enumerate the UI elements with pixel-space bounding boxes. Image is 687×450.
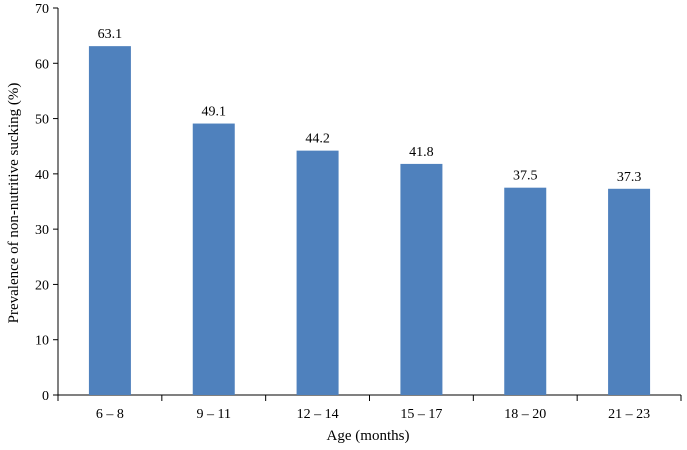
y-tick-label: 40 bbox=[35, 168, 49, 183]
x-axis-title: Age (months) bbox=[327, 428, 410, 444]
data-label: 37.3 bbox=[617, 170, 642, 185]
data-label: 41.8 bbox=[409, 145, 434, 160]
data-label: 63.1 bbox=[98, 27, 123, 42]
y-tick-label: 20 bbox=[35, 278, 49, 293]
x-tick-label: 18 – 20 bbox=[504, 407, 546, 422]
bar bbox=[296, 150, 339, 395]
x-tick-label: 9 – 11 bbox=[197, 407, 231, 422]
y-tick-label: 10 bbox=[35, 334, 49, 349]
data-label: 49.1 bbox=[202, 105, 227, 120]
y-tick-label: 50 bbox=[35, 113, 49, 128]
x-tick-label: 15 – 17 bbox=[400, 407, 442, 422]
y-axis-title: Prevalence of non-nutritive sucking (%) bbox=[6, 83, 22, 324]
bar bbox=[608, 188, 651, 395]
x-tick-label: 21 – 23 bbox=[608, 407, 650, 422]
y-tick-label: 70 bbox=[35, 2, 49, 17]
y-tick-label: 0 bbox=[42, 389, 49, 404]
bar bbox=[88, 46, 131, 395]
data-label: 37.5 bbox=[513, 169, 538, 184]
bar bbox=[400, 163, 443, 395]
bar bbox=[504, 187, 547, 395]
x-tick-label: 12 – 14 bbox=[297, 407, 339, 422]
bar bbox=[192, 123, 235, 395]
plot-area: 0 10 20 30 40 50 60 70 63.1 6 – 8 49.1 9 – 11 44.2 12… bbox=[35, 2, 682, 422]
y-tick-label: 60 bbox=[35, 57, 49, 72]
y-tick-label: 30 bbox=[35, 223, 49, 238]
data-label: 44.2 bbox=[305, 132, 330, 147]
x-tick-label: 6 – 8 bbox=[96, 407, 124, 422]
